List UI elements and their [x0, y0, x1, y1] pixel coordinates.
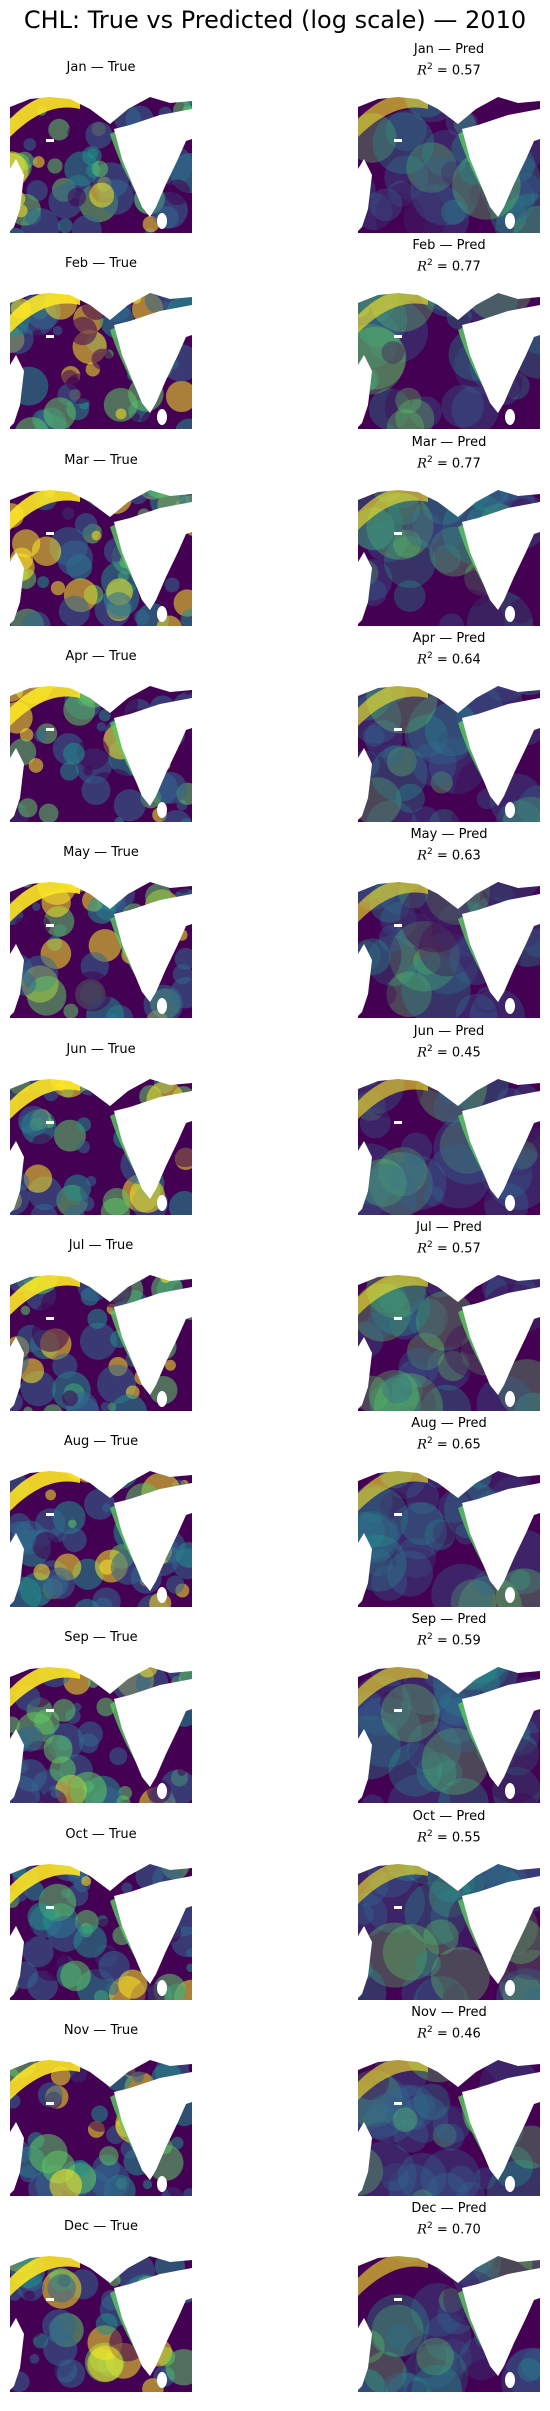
true-panel-title: Dec — True	[63, 2219, 139, 2235]
r2-score: R2 = 0.46	[417, 2025, 481, 2042]
true-heatmap	[10, 1845, 192, 2006]
true-map	[10, 667, 192, 828]
pred-panel-title: Sep — Pred	[411, 1612, 487, 1628]
pred-heatmap	[358, 79, 540, 239]
pred-panel-title: Dec — Pred	[411, 2201, 487, 2217]
r2-score: R2 = 0.65	[417, 1436, 481, 1453]
true-map	[10, 1845, 192, 2006]
true-heatmap	[10, 1649, 192, 1810]
true-heatmap	[10, 79, 192, 239]
true-heatmap	[10, 275, 192, 436]
true-heatmap	[10, 1256, 192, 1417]
true-map	[10, 1649, 192, 1810]
pred-heatmap	[358, 471, 540, 632]
pred-heatmap	[358, 1845, 540, 2006]
pred-panel-title: Jan — Pred	[413, 42, 485, 57]
r2-score: R2 = 0.57	[417, 1239, 481, 1257]
true-panel-title: Jan — True	[66, 60, 136, 75]
pred-panel-title: Mar — Pred	[411, 434, 487, 450]
true-heatmap	[10, 2042, 192, 2202]
pred-panel-title: Aug — Pred	[411, 1416, 487, 1432]
pred-map	[358, 471, 540, 632]
pred-map	[358, 2238, 540, 2399]
true-map	[10, 2238, 192, 2399]
true-panel-title: Feb — True	[65, 256, 137, 272]
true-map	[10, 1453, 192, 1614]
true-map	[10, 1060, 192, 1221]
pred-heatmap	[358, 275, 540, 436]
true-heatmap	[10, 471, 192, 632]
r2-score: R2 = 0.59	[417, 1632, 481, 1649]
true-map	[10, 864, 192, 1025]
pred-map	[358, 1256, 540, 1417]
pred-map	[358, 1649, 540, 1810]
true-panel-title: Jun — True	[66, 1041, 136, 1057]
true-map	[10, 1256, 192, 1417]
pred-map	[358, 667, 540, 828]
true-panel-title: May — True	[63, 845, 139, 861]
r2-score: R2 = 0.57	[417, 62, 481, 79]
true-heatmap	[10, 1453, 192, 1614]
true-panel-title: Oct — True	[65, 1826, 137, 1842]
true-map	[10, 471, 192, 632]
r2-score: R2 = 0.70	[417, 2221, 481, 2238]
r2-score: R2 = 0.45	[417, 1043, 481, 1060]
pred-map	[358, 864, 540, 1025]
true-map	[10, 79, 192, 239]
pred-panel-title: Jul — Pred	[416, 1219, 482, 1235]
pred-map	[358, 1845, 540, 2006]
true-map	[10, 2042, 192, 2202]
true-panel-title: Aug — True	[63, 1434, 139, 1450]
true-heatmap	[10, 2238, 192, 2399]
pred-map	[358, 79, 540, 239]
pred-heatmap	[358, 1649, 540, 1810]
pred-map	[358, 1453, 540, 1614]
pred-map	[358, 2042, 540, 2202]
true-panel-title: Jul — True	[68, 1237, 134, 1253]
true-panel-title: Nov — True	[63, 2023, 139, 2038]
true-heatmap	[10, 667, 192, 828]
pred-map	[358, 1060, 540, 1221]
true-panel-title: Mar — True	[64, 452, 138, 468]
pred-map	[358, 275, 540, 436]
true-heatmap	[10, 1060, 192, 1221]
pred-heatmap	[358, 1256, 540, 1417]
r2-score: R2 = 0.63	[417, 847, 481, 864]
r2-score: R2 = 0.55	[417, 1828, 481, 1846]
pred-panel-title: Oct — Pred	[412, 1808, 486, 1824]
true-panel-title: Apr — True	[65, 648, 137, 664]
pred-heatmap	[358, 1453, 540, 1614]
pred-panel-title: May — Pred	[410, 827, 488, 843]
pred-heatmap	[358, 667, 540, 828]
pred-panel-title: Apr — Pred	[412, 630, 486, 646]
pred-heatmap	[358, 2042, 540, 2202]
r2-score: R2 = 0.77	[417, 258, 481, 275]
figure-title: CHL: True vs Predicted (log scale) — 201…	[23, 6, 527, 34]
pred-heatmap	[358, 1060, 540, 1221]
true-panel-title: Sep — True	[64, 1630, 138, 1646]
r2-score: R2 = 0.77	[417, 454, 481, 471]
pred-heatmap	[358, 2238, 540, 2399]
r2-score: R2 = 0.64	[417, 650, 481, 668]
pred-panel-title: Feb — Pred	[412, 238, 486, 254]
pred-heatmap	[358, 864, 540, 1025]
pred-panel-title: Nov — Pred	[411, 2005, 487, 2020]
true-heatmap	[10, 864, 192, 1025]
true-map	[10, 275, 192, 436]
pred-panel-title: Jun — Pred	[413, 1023, 485, 1039]
